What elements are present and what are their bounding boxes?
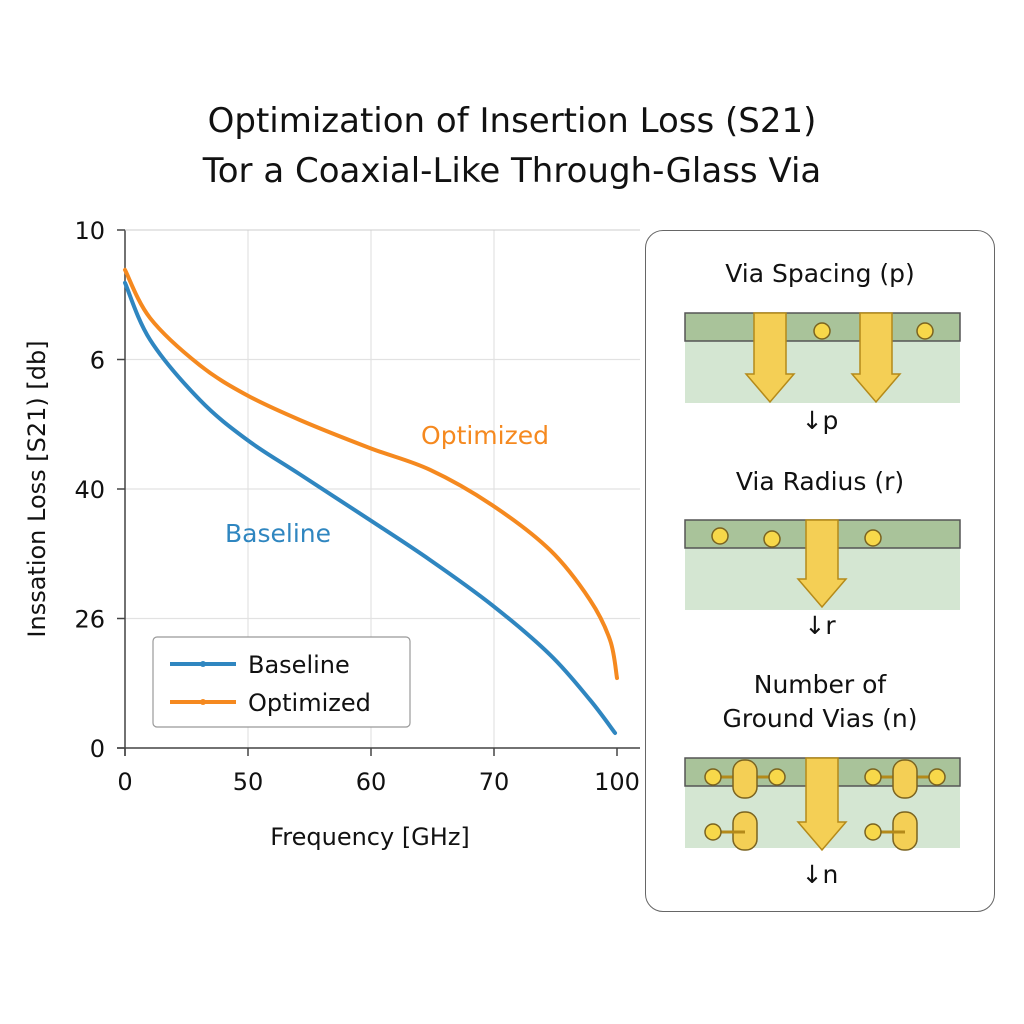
ground-via-icon: [763, 530, 781, 548]
x-tick-label: 60: [356, 768, 387, 796]
x-tick-label: 0: [117, 768, 132, 796]
ground-via-icon: [768, 768, 786, 786]
y-tick-label: 6: [90, 347, 105, 375]
via-arrow-icon: [850, 312, 902, 404]
y-tick-label: 26: [74, 606, 105, 634]
ground-via-icon: [704, 823, 722, 841]
legend-box: [152, 636, 411, 728]
x-axis-label: Frequency [GHz]: [270, 823, 470, 851]
y-tick-label: 0: [90, 735, 105, 763]
count-symbol: ↓n: [801, 860, 839, 889]
legend-marker: [200, 699, 206, 705]
ground-via-icon: [864, 529, 882, 547]
spacing-symbol: ↓p: [801, 406, 839, 435]
ground-via-icon: [704, 768, 722, 786]
x-tick-label: 70: [479, 768, 510, 796]
ground-via-icon: [711, 527, 729, 545]
series-line-baseline: [123, 280, 618, 735]
chart-title-line-1: Optimization of Insertion Loss (S21): [207, 101, 817, 141]
via-spacing-label: Via Spacing (p): [725, 259, 915, 288]
y-axis-label: Inssation Loss [S21) [db]: [23, 340, 51, 637]
ground-via-icon: [864, 768, 882, 786]
legend-marker: [200, 661, 206, 667]
ground-vias-label-line-1: Number of: [753, 670, 887, 699]
ground-via-icon: [916, 322, 934, 340]
ground-via-icon: [813, 322, 831, 340]
via-radius-label: Via Radius (r): [735, 467, 905, 496]
legend-label-optimized: Optimized: [248, 689, 371, 717]
ground-via-icon: [864, 823, 882, 841]
via-arrow-icon: [796, 757, 848, 852]
via-arrow-icon: [744, 312, 796, 404]
optimized-annotation: Optimized: [421, 421, 549, 450]
series-line-optimized: [123, 267, 619, 681]
y-tick-label: 40: [74, 476, 105, 504]
via-arrow-icon: [796, 519, 848, 609]
y-tick-label: 10: [74, 217, 105, 245]
parameter-panel: [645, 230, 995, 912]
baseline-annotation: Baseline: [225, 519, 331, 548]
x-tick-label: 50: [233, 768, 264, 796]
ground-via-icon: [928, 768, 946, 786]
chart-title-line-2: Tor a Coaxial-Like Through-Glass Via: [202, 151, 822, 191]
radius-symbol: ↓r: [804, 611, 836, 640]
ground-via-icon: [732, 759, 758, 799]
legend-label-baseline: Baseline: [248, 651, 350, 679]
x-tick-label: 100: [594, 768, 640, 796]
ground-vias-label-line-2: Ground Vias (n): [722, 704, 918, 733]
ground-via-icon: [892, 759, 918, 799]
